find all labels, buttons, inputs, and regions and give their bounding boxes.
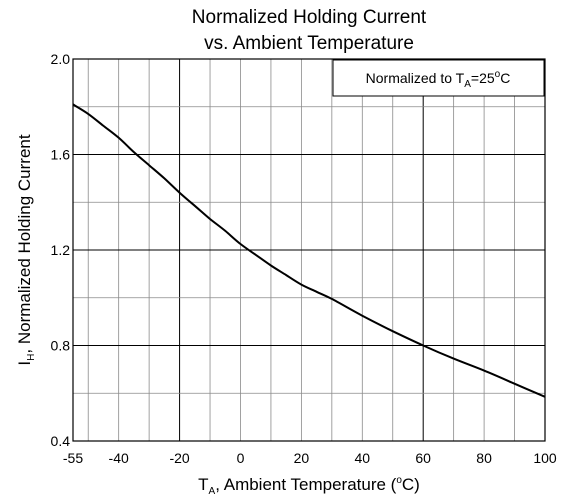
y-tick-label: 2.0 [51,51,71,67]
x-tick-label: 0 [237,450,245,466]
y-tick-labels: 0.4 0.8 1.2 1.6 2.0 [51,51,71,449]
x-tick-label: -40 [109,450,129,466]
y-tick-label: 0.4 [51,433,71,449]
x-tick-label: 40 [355,450,371,466]
chart-title-line-2: vs. Ambient Temperature [204,33,414,54]
x-tick-label: 60 [415,450,431,466]
legend: Normalized to TA=25oC [332,59,545,97]
y-tick-label: 0.8 [51,338,71,354]
y-axis-label: IH, Normalized Holding Current [15,134,37,365]
x-tick-label: -20 [169,450,189,466]
legend-text: Normalized to TA=25oC [366,69,511,90]
x-tick-label: 20 [294,450,310,466]
legend-box [332,59,545,97]
y-tick-label: 1.2 [51,242,71,258]
plot-frame [72,58,546,442]
chart-title-line-1: Normalized Holding Current [191,7,427,28]
y-tick-label: 1.6 [51,147,71,163]
x-axis-label: TA, Ambient Temperature (oC) [198,475,420,497]
x-tick-label: 100 [533,450,557,466]
series-line [72,103,546,398]
x-tick-label: -55 [63,450,83,466]
grid [73,59,545,441]
x-tick-label: 80 [476,450,492,466]
x-tick-labels: -55 -40 -20 0 20 40 60 80 100 [63,450,557,466]
